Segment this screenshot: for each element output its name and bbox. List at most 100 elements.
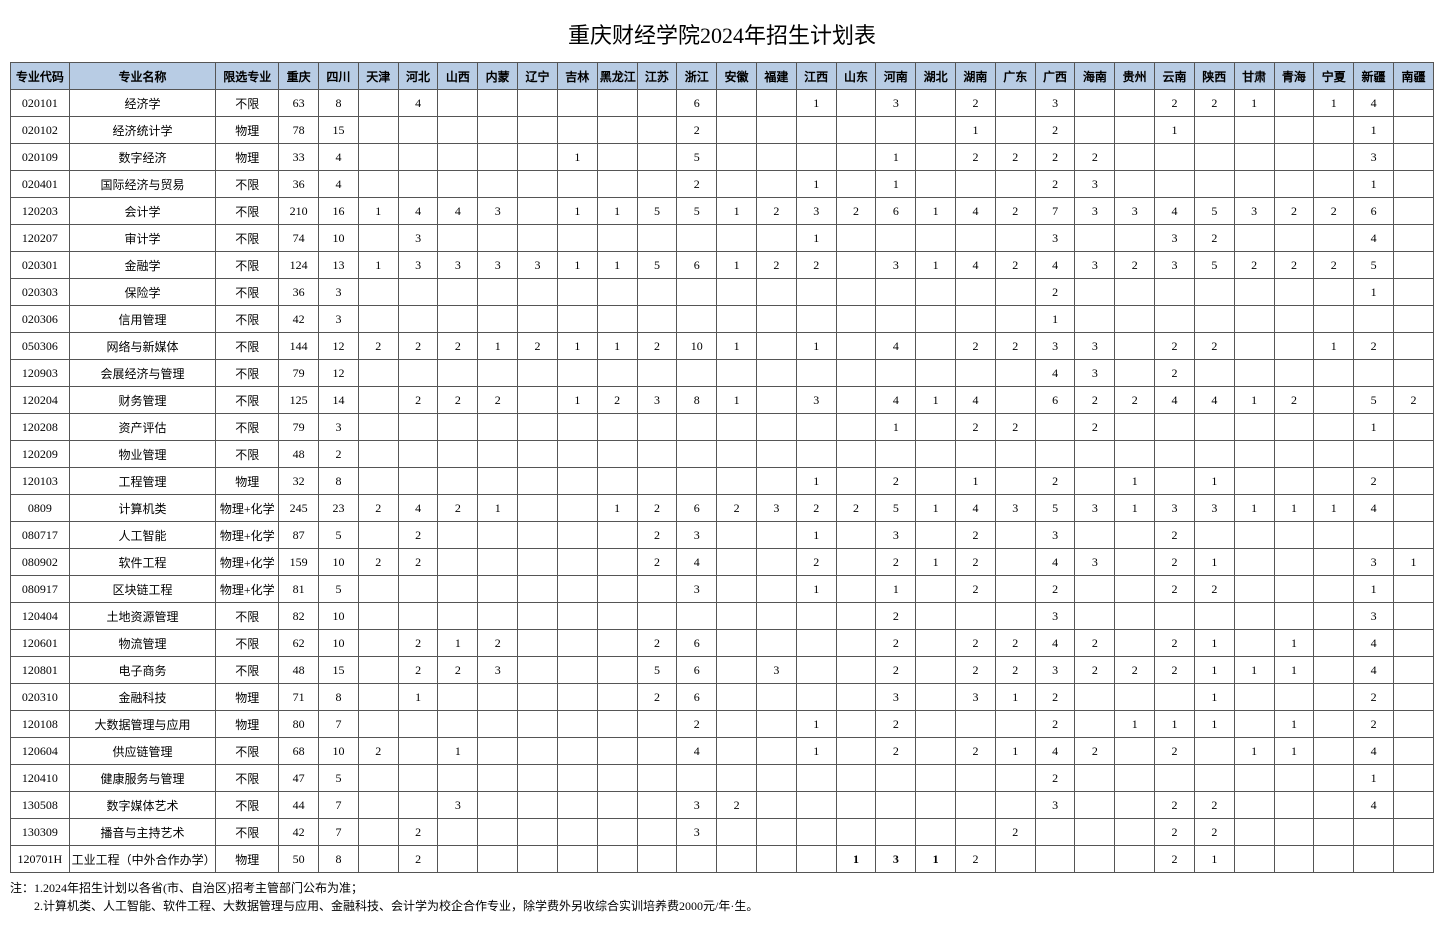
table-cell: 物理 [216, 117, 279, 144]
table-cell [358, 360, 398, 387]
table-cell [796, 846, 836, 873]
table-cell [1393, 144, 1433, 171]
table-cell: 5 [876, 495, 916, 522]
table-cell: 物理 [216, 846, 279, 873]
table-cell [756, 576, 796, 603]
table-cell: 网络与新媒体 [69, 333, 216, 360]
table-cell: 1 [1274, 738, 1314, 765]
table-cell [637, 738, 677, 765]
table-cell: 会展经济与管理 [69, 360, 216, 387]
table-cell [1234, 414, 1274, 441]
table-cell [1393, 279, 1433, 306]
table-cell: 1 [717, 387, 757, 414]
table-cell [916, 657, 956, 684]
table-body: 020101经济学不限63846132322114020102经济统计学物理78… [11, 90, 1434, 873]
table-cell [1194, 441, 1234, 468]
table-cell [1115, 414, 1155, 441]
table-cell: 1 [1115, 468, 1155, 495]
table-cell [1314, 468, 1354, 495]
table-cell: 2 [398, 549, 438, 576]
table-cell: 不限 [216, 90, 279, 117]
table-cell: 5 [637, 252, 677, 279]
table-cell [438, 117, 478, 144]
table-cell: 3 [876, 684, 916, 711]
table-cell [916, 441, 956, 468]
table-cell: 10 [677, 333, 717, 360]
table-cell: 2 [995, 657, 1035, 684]
table-cell: 2 [1155, 819, 1195, 846]
table-cell [358, 522, 398, 549]
table-cell [557, 522, 597, 549]
table-cell [358, 171, 398, 198]
table-cell [876, 819, 916, 846]
table-cell: 3 [1234, 198, 1274, 225]
table-cell: 1 [597, 495, 637, 522]
table-cell [518, 144, 558, 171]
table-cell [1393, 657, 1433, 684]
table-cell: 3 [1035, 225, 1075, 252]
table-cell [1155, 171, 1195, 198]
table-cell: 3 [1155, 225, 1195, 252]
table-cell: 3 [1115, 198, 1155, 225]
table-cell [836, 414, 876, 441]
table-cell: 15 [319, 117, 359, 144]
table-cell: 4 [1035, 630, 1075, 657]
table-cell: 2 [796, 495, 836, 522]
table-cell: 120204 [11, 387, 70, 414]
table-cell [1155, 468, 1195, 495]
table-cell [796, 144, 836, 171]
table-cell [916, 333, 956, 360]
table-cell [597, 306, 637, 333]
table-cell: 2 [398, 387, 438, 414]
table-cell [557, 279, 597, 306]
table-cell: 1 [1234, 657, 1274, 684]
table-cell: 不限 [216, 441, 279, 468]
table-cell [597, 738, 637, 765]
table-cell [876, 279, 916, 306]
table-cell: 68 [279, 738, 319, 765]
table-cell: 6 [677, 657, 717, 684]
table-cell [1194, 414, 1234, 441]
table-cell [756, 738, 796, 765]
table-cell: 10 [319, 738, 359, 765]
table-cell: 4 [1035, 252, 1075, 279]
table-cell [1234, 279, 1274, 306]
table-cell [1075, 117, 1115, 144]
table-cell [1314, 144, 1354, 171]
table-cell: 2 [1194, 333, 1234, 360]
table-cell [717, 414, 757, 441]
table-cell: 不限 [216, 279, 279, 306]
table-cell: 6 [876, 198, 916, 225]
table-cell: 1 [1234, 495, 1274, 522]
table-cell [717, 657, 757, 684]
table-cell: 2 [995, 819, 1035, 846]
table-cell: 1 [717, 252, 757, 279]
table-header-cell: 黑龙江 [597, 63, 637, 90]
table-cell: 1 [995, 684, 1035, 711]
table-cell [1354, 522, 1394, 549]
table-cell [836, 225, 876, 252]
table-cell: 3 [1075, 198, 1115, 225]
table-cell: 2 [995, 414, 1035, 441]
table-cell: 2 [438, 333, 478, 360]
table-cell [916, 225, 956, 252]
table-cell: 不限 [216, 252, 279, 279]
table-cell: 79 [279, 414, 319, 441]
table-cell [1115, 765, 1155, 792]
footnote-2: 2.计算机类、人工智能、软件工程、大数据管理与应用、金融科技、会计学为校企合作专… [10, 897, 1434, 915]
table-cell [1274, 765, 1314, 792]
table-cell: 3 [1035, 792, 1075, 819]
table-cell: 不限 [216, 360, 279, 387]
table-cell: 10 [319, 549, 359, 576]
table-cell: 71 [279, 684, 319, 711]
table-header-cell: 南疆 [1393, 63, 1433, 90]
table-cell [1155, 684, 1195, 711]
table-cell: 2 [1155, 333, 1195, 360]
table-cell [1194, 360, 1234, 387]
table-cell: 2 [876, 630, 916, 657]
table-header-cell: 专业名称 [69, 63, 216, 90]
table-cell [518, 306, 558, 333]
table-cell: 2 [1155, 549, 1195, 576]
table-cell [358, 603, 398, 630]
table-cell: 1 [796, 711, 836, 738]
